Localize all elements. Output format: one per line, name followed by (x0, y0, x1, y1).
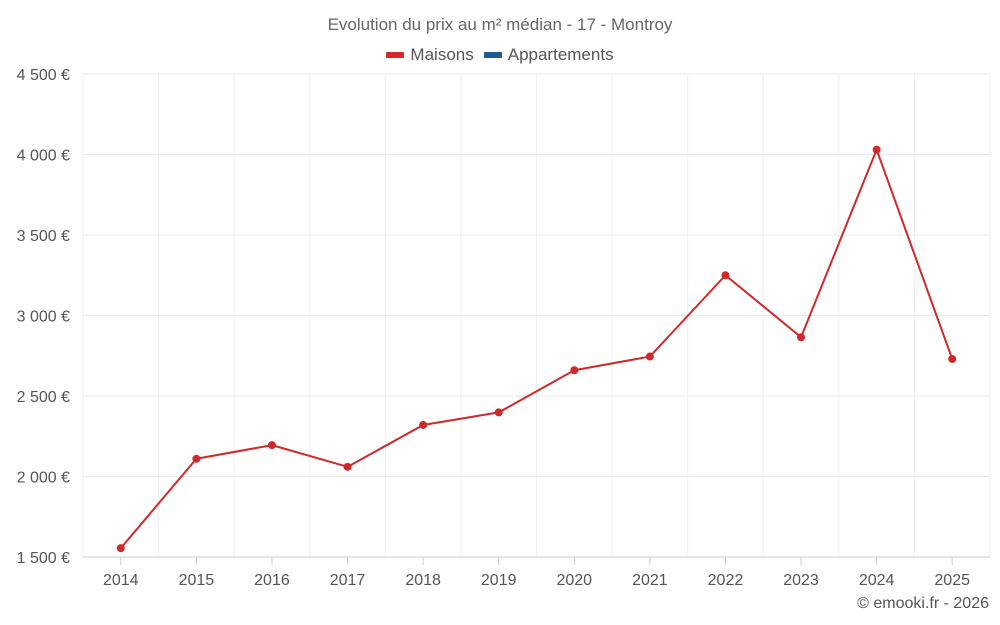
grid-layer (82, 73, 991, 558)
series-line-maisons (120, 148, 954, 549)
legend-item-maisons[interactable]: Maisons (386, 45, 474, 65)
y-tick-label: 4 500 € (17, 67, 70, 84)
x-tick-label: 2016 (254, 572, 290, 589)
data-point[interactable] (116, 544, 125, 553)
legend-label-maisons: Maisons (410, 45, 474, 64)
x-tick-label: 2018 (405, 572, 441, 589)
legend: Maisons Appartements (0, 45, 1000, 65)
y-tick-label: 2 500 € (17, 389, 70, 406)
data-point[interactable] (192, 454, 201, 463)
data-point[interactable] (948, 354, 957, 363)
data-point[interactable] (797, 333, 806, 342)
x-tick-label: 2022 (708, 572, 744, 589)
y-tick-label: 3 000 € (17, 309, 70, 326)
x-tick-label: 2023 (783, 572, 819, 589)
y-tick-label: 3 500 € (17, 228, 70, 245)
legend-swatch-appartements (483, 52, 502, 58)
data-point[interactable] (419, 420, 428, 429)
x-tick-label: 2015 (179, 572, 215, 589)
legend-swatch-maisons (386, 52, 405, 58)
series-layer (116, 145, 957, 553)
y-tick-label: 2 000 € (17, 470, 70, 487)
x-tick-label: 2024 (859, 572, 895, 589)
data-point[interactable] (494, 408, 503, 417)
legend-label-appartements: Appartements (507, 45, 614, 64)
credits[interactable]: © emooki.fr - 2026 (857, 595, 989, 612)
x-tick-label: 2014 (103, 572, 139, 589)
x-tick-label: 2017 (330, 572, 366, 589)
data-point[interactable] (645, 352, 654, 361)
chart-title: Evolution du prix au m² médian - 17 - Mo… (327, 15, 673, 34)
data-point[interactable] (267, 441, 276, 450)
y-tick-label: 4 000 € (17, 148, 70, 165)
y-tick-label: 1 500 € (17, 550, 70, 567)
data-point[interactable] (721, 271, 730, 280)
x-tick-label: 2019 (481, 572, 517, 589)
data-point[interactable] (343, 462, 352, 471)
legend-item-appartements[interactable]: Appartements (483, 45, 614, 65)
axis-layer: 1 500 € 2 000 € 2 500 € 3 000 € 3 500 € 4 000… (17, 67, 990, 589)
x-tick-label: 2025 (934, 572, 970, 589)
x-tick-label: 2020 (556, 572, 592, 589)
data-point[interactable] (570, 366, 579, 375)
x-tick-label: 2021 (632, 572, 668, 589)
data-point[interactable] (872, 145, 881, 154)
